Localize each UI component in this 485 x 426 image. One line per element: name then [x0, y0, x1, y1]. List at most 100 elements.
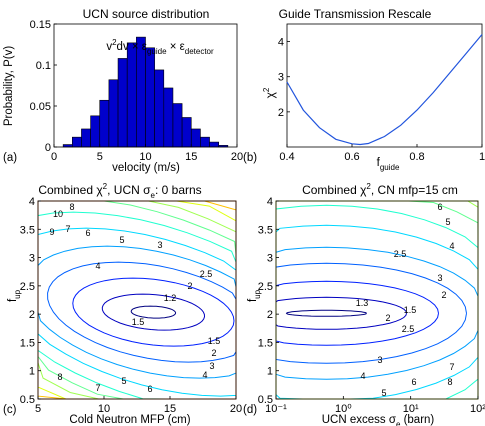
panel-c-contour-label: 6 [85, 228, 90, 238]
panel-a-xtick-label: 0 [51, 151, 57, 163]
histogram-bar [136, 36, 146, 148]
panel-d-contour-line [275, 200, 479, 400]
panel-a-ytick-label: 0.1 [36, 60, 51, 72]
panel-d-xtick-label: 10⁻¹ [265, 403, 287, 415]
panel-d-title: Combined χ2, CN mfp=15 cm [302, 182, 458, 197]
panel-b-ylabel: χ2 [262, 87, 277, 98]
panel-c-ytick-label: 3 [29, 253, 35, 265]
panel-a: UCN source distribution v2dv × εguide × … [3, 7, 243, 174]
panel-b-xtick-label: 0.8 [409, 151, 424, 163]
panel-a-tag: (a) [3, 152, 17, 164]
panel-d-contours [275, 200, 479, 400]
panel-c-contour-label: 1.5 [132, 317, 145, 327]
panel-d-contour-label: 2.5 [402, 324, 415, 334]
panel-c-contour-label: 10 [53, 209, 63, 219]
panel-d-xticks: 10⁻¹ 10⁰ 10¹ 10² [265, 396, 485, 415]
panel-c-ylabel: fup [7, 289, 22, 302]
panel-a-xtick-label: 5 [97, 151, 103, 163]
histogram-bar [181, 117, 192, 148]
panel-d-contour-line [275, 200, 479, 400]
panel-c: Combined χ2, UCN σe: 0 barns 1.2 1.5 2 2.5 3… [3, 182, 242, 426]
panel-d-ytick-label: 2.5 [258, 281, 273, 293]
panel-c-yticks: 0.5 1 1.5 2 2.5 3 3.5 4 [20, 196, 41, 406]
panel-b-xtick-label: 1 [479, 151, 485, 163]
panel-d-xlabel: UCN excess σe (barn) [322, 414, 435, 426]
panel-d-frame [275, 200, 479, 400]
panel-b-yticks: 2 3 4 [278, 37, 290, 119]
panel-d-ytick-label: 1 [267, 366, 273, 378]
panel-d-xtick-label: 10⁰ [335, 403, 352, 415]
panel-d-contour-label: 8 [447, 377, 452, 387]
histogram-bar [90, 115, 101, 148]
panel-a-xtick-label: 15 [185, 151, 197, 163]
panel-b-xtick-label: 0.6 [344, 151, 359, 163]
panel-c-contour-label: 7 [95, 383, 100, 393]
panel-d-contour-label: 3 [437, 273, 442, 283]
panel-c-contour-label: 1.5 [208, 336, 221, 346]
panel-d-contour-label: 1.5 [404, 305, 417, 315]
panel-c-contour-label: 2 [187, 281, 192, 291]
panel-d-contour-label: 3 [377, 355, 382, 365]
panel-b-title: Guide Transmission Rescale [279, 7, 432, 21]
panel-a-ylabel: Probability, P(v) [3, 46, 15, 126]
panel-c-contour-label: 5 [121, 376, 126, 386]
panel-d-contour-label: 1.3 [356, 298, 369, 308]
panel-c-xtick-label: 10 [98, 403, 110, 415]
panel-d-ytick-label: 0.5 [258, 394, 273, 406]
panel-c-xtick-label: 20 [230, 403, 242, 415]
panel-d-contour-label: 2 [385, 313, 390, 323]
panel-c-contour-label: 3 [209, 361, 214, 371]
histogram-bar [108, 79, 119, 148]
panel-c-contour-label: 8 [57, 372, 62, 382]
panel-c-contour-label: 5 [119, 235, 124, 245]
panel-c-ytick-label: 2.5 [20, 281, 35, 293]
histogram-bar [163, 87, 174, 148]
panel-c-title: Combined χ2, UCN σe: 0 barns [38, 182, 201, 200]
panel-c-contour-label: 7 [65, 224, 70, 234]
panel-d-contour-label: 5 [445, 217, 450, 227]
panel-b-tag: (b) [243, 152, 257, 164]
histogram-bar [145, 47, 155, 148]
panel-c-xtick-label: 15 [164, 403, 176, 415]
panel-c-xlabel: Cold Neutron MFP (cm) [69, 414, 190, 426]
panel-b-xtick-label: 0.4 [279, 151, 294, 163]
panel-c-ytick-label: 1 [29, 366, 35, 378]
panel-c-contour-label: 4 [95, 261, 100, 271]
histogram-bar [154, 69, 165, 148]
panel-b-xticks: 0.4 0.6 0.8 1 [279, 144, 485, 163]
panel-a-title: UCN source distribution [83, 7, 210, 21]
histogram-bar [200, 136, 210, 148]
panel-c-contour-line [37, 245, 237, 379]
panel-c-tag: (c) [3, 404, 17, 416]
panel-d-contour-line [285, 309, 367, 317]
panel-b-ytick-label: 4 [278, 37, 284, 49]
histogram-bar [81, 128, 91, 148]
panel-c-ytick-label: 0.5 [20, 394, 35, 406]
panel-a-ytick-label: 0.15 [30, 19, 51, 31]
panel-a-annotation: v2dv × εguide × εdetector [106, 38, 214, 56]
panel-c-contour-label: 2.5 [200, 269, 213, 279]
panel-c-ytick-label: 3.5 [20, 224, 35, 236]
panel-b-ytick-label: 2 [278, 107, 284, 119]
panel-d-contour-line [275, 200, 479, 400]
panel-d-contour-label: 2 [441, 290, 446, 300]
panel-b-frame [286, 23, 483, 148]
panel-c-contour-label: 4 [202, 370, 207, 380]
panel-c-contour-label: 8 [69, 202, 74, 212]
panel-d-contour-label: 4 [360, 371, 365, 381]
panel-c-contour-line [101, 293, 206, 331]
histogram-bar [99, 99, 110, 148]
panel-a-ytick-label: 0 [45, 142, 51, 154]
panel-d-ytick-label: 3 [267, 253, 273, 265]
panel-a-bars [62, 36, 229, 148]
panel-d-ytick-label: 2 [267, 309, 273, 321]
panel-b: Guide Transmission Rescale 0.4 0.6 0.8 1 2 3… [243, 7, 485, 172]
panel-c-contour-line [47, 261, 237, 363]
panel-c-contour-label: 6 [147, 384, 152, 394]
panel-c-contour-line [72, 277, 235, 347]
panel-d-contour-label: 6 [437, 202, 442, 212]
panel-d-contour-label: 4 [449, 241, 454, 251]
panel-d-contour-label: 6 [411, 377, 416, 387]
